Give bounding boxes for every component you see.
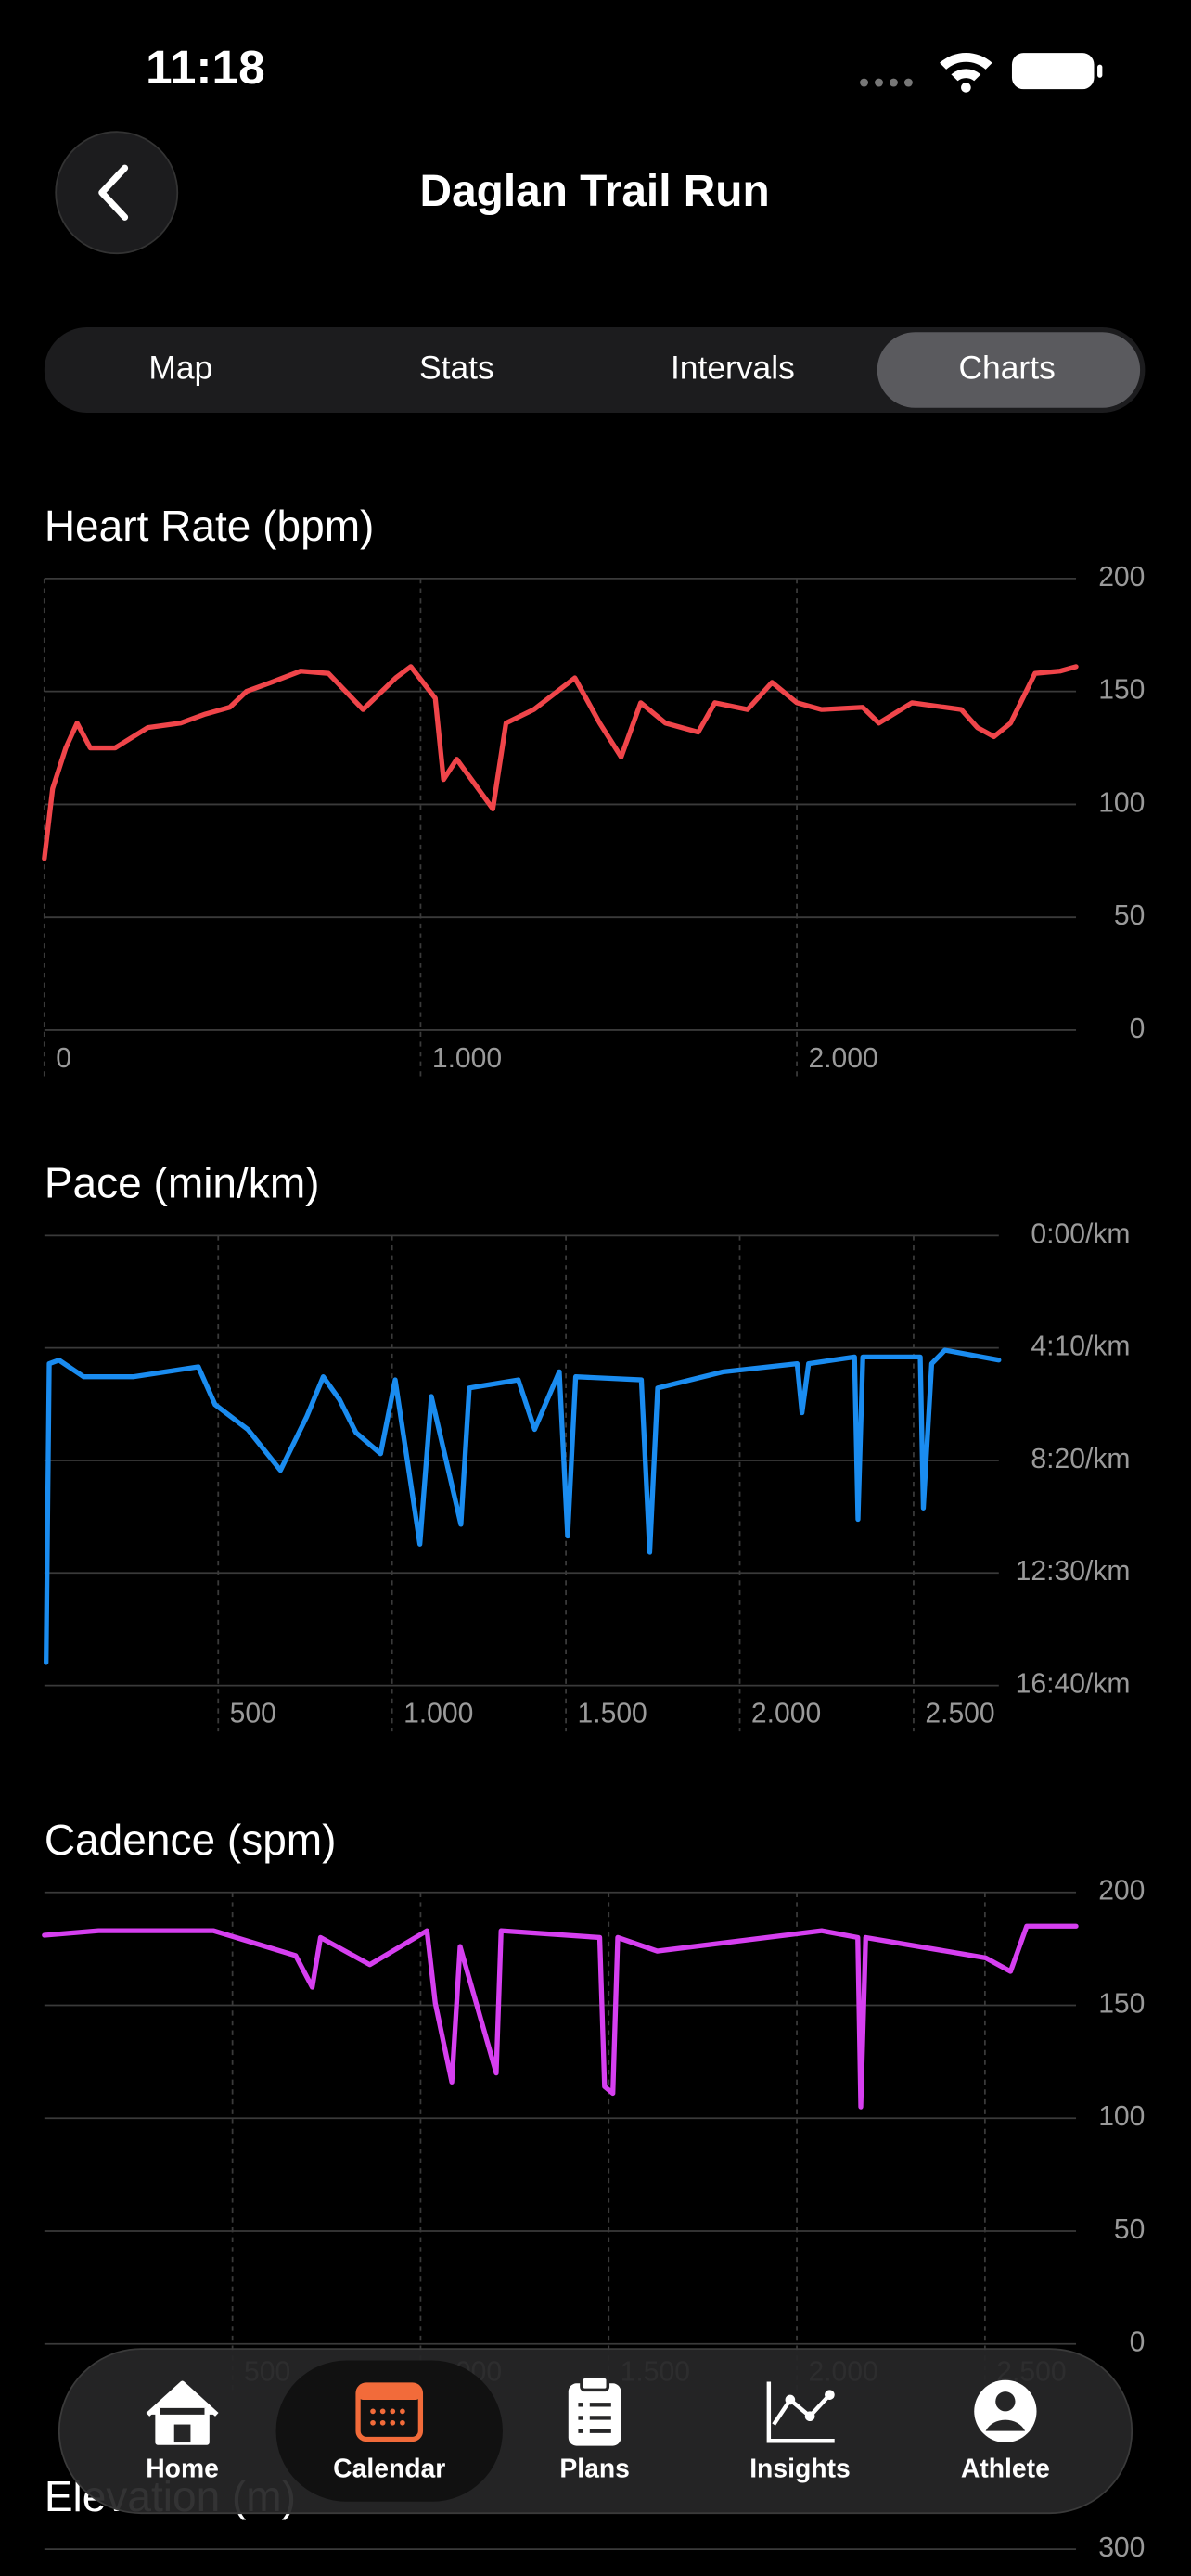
nav-label[interactable]: Calendar <box>333 2455 445 2484</box>
nav-label[interactable]: Athlete <box>961 2455 1050 2484</box>
tab-label[interactable]: Intervals <box>671 349 795 386</box>
chart-title: Pace (min/km) <box>45 1158 320 1206</box>
nav-label[interactable]: Home <box>146 2455 219 2484</box>
tab-label[interactable]: Charts <box>958 349 1055 386</box>
back-button[interactable] <box>55 131 179 255</box>
tab-label[interactable]: Map <box>148 349 212 386</box>
tab-bar <box>44 326 1146 414</box>
y-tick-label: 16:40/km <box>1016 1669 1131 1700</box>
y-tick-label: 8:20/km <box>1031 1444 1130 1474</box>
y-tick-label: 0 <box>1130 2327 1146 2358</box>
status-time: 11:18 <box>146 41 265 94</box>
y-tick-label: 50 <box>1114 2214 1145 2245</box>
data-line <box>42 1923 1079 2110</box>
nav-icons <box>146 2375 1037 2446</box>
x-tick-label: 1.500 <box>577 1698 647 1728</box>
nav-label[interactable]: Plans <box>559 2455 630 2484</box>
y-tick-label: 50 <box>1114 900 1145 931</box>
y-tick-label: 4:10/km <box>1031 1332 1130 1362</box>
x-tick-label: 2.000 <box>751 1698 821 1728</box>
y-tick-label: 12:30/km <box>1016 1556 1131 1587</box>
y-tick-label: 200 <box>1098 562 1145 593</box>
y-tick-label: 200 <box>1098 1876 1145 1906</box>
x-tick-label: 1.000 <box>432 1043 502 1074</box>
y-tick-label: 100 <box>1098 787 1145 818</box>
y-tick-label: 150 <box>1098 1988 1145 2019</box>
data-line <box>44 1347 1002 1665</box>
y-tick-label: 150 <box>1098 675 1145 706</box>
data-line <box>42 664 1079 861</box>
selected-nav[interactable] <box>275 2360 503 2502</box>
x-tick-label: 500 <box>230 1698 276 1728</box>
x-tick-label: 0 <box>56 1043 71 1074</box>
x-tick-label: 1.000 <box>403 1698 473 1728</box>
y-tick-label: 100 <box>1098 2101 1145 2132</box>
x-tick-label: 2.000 <box>808 1043 877 1074</box>
x-tick-label: 2.500 <box>925 1698 994 1728</box>
nav-label[interactable]: Insights <box>749 2455 851 2484</box>
y-tick-label: 0 <box>1130 1014 1146 1044</box>
chart-title: Cadence (spm) <box>45 1816 337 1864</box>
status-icons <box>860 52 1103 93</box>
y-tick-label: 300 <box>1098 2532 1145 2563</box>
selected-tab[interactable] <box>877 332 1141 408</box>
tab-label[interactable]: Stats <box>419 349 494 386</box>
chart-title: Heart Rate (bpm) <box>45 502 375 550</box>
y-tick-label: 0:00/km <box>1031 1218 1130 1249</box>
screen-title: Daglan Trail Run <box>420 167 770 216</box>
